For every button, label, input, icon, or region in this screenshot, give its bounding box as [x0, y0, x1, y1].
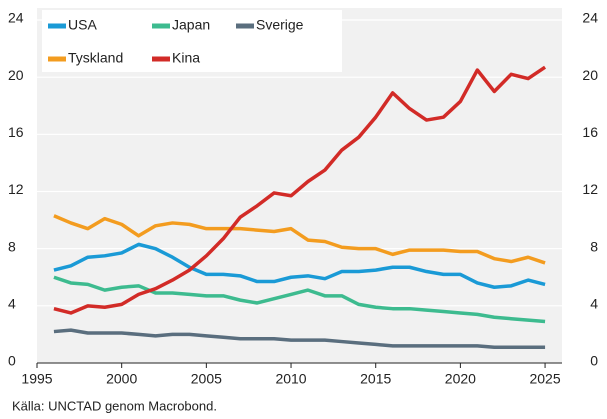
- series-line: [53, 242, 546, 290]
- legend-label: Japan: [172, 17, 210, 33]
- legend-label: Kina: [172, 50, 200, 66]
- x-tick-label: 2025: [529, 371, 560, 387]
- y2-tick-label: 4: [590, 296, 598, 312]
- y-tick-label: 24: [8, 10, 24, 26]
- y-tick-label: 8: [8, 238, 16, 254]
- y-tick-label: 0: [8, 353, 16, 369]
- x-tick-label: 2000: [106, 371, 137, 387]
- series-line: [53, 214, 546, 265]
- legend-label: Tyskland: [68, 50, 123, 66]
- series-line: [53, 328, 546, 350]
- y-tick-label: 20: [8, 67, 24, 83]
- y-tick-label: 4: [8, 296, 16, 312]
- y2-tick-label: 0: [590, 353, 598, 369]
- y2-tick-label: 16: [582, 124, 598, 140]
- x-tick-label: 1995: [21, 371, 52, 387]
- source: Källa: UNCTAD genom Macrobond.: [12, 398, 217, 413]
- y2-tick-label: 8: [590, 238, 598, 254]
- y-tick-label: 16: [8, 124, 24, 140]
- legend-label: USA: [68, 17, 97, 33]
- y2-tick-label: 24: [582, 10, 598, 26]
- x-tick-label: 2015: [360, 371, 391, 387]
- y2-tick-label: 12: [582, 181, 598, 197]
- x-tick-label: 2005: [191, 371, 222, 387]
- series-line: [53, 65, 547, 315]
- y-tick-label: 12: [8, 181, 24, 197]
- x-tick-label: 2020: [445, 371, 476, 387]
- legend-label: Sverige: [256, 17, 304, 33]
- series-line: [53, 275, 546, 324]
- y2-tick-label: 20: [582, 67, 598, 83]
- x-tick-label: 2010: [275, 371, 306, 387]
